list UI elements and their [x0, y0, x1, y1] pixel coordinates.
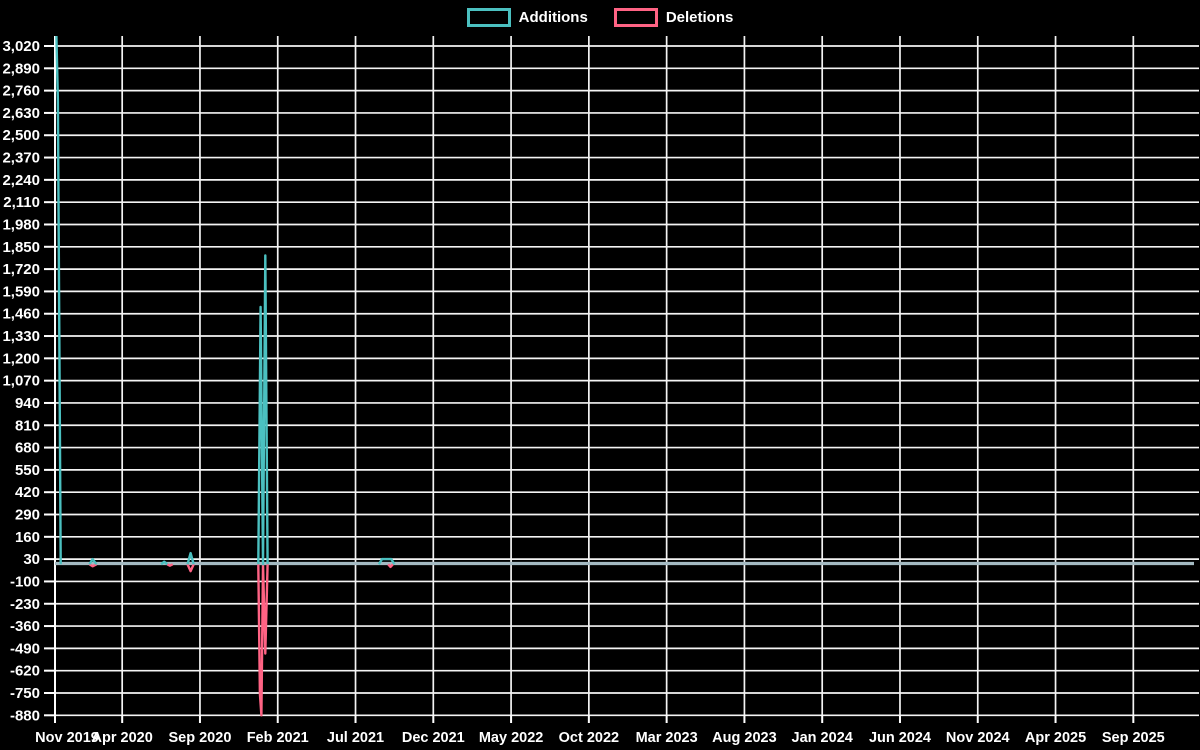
svg-text:May 2022: May 2022: [479, 730, 544, 746]
svg-text:Dec 2021: Dec 2021: [402, 730, 465, 746]
svg-text:-100: -100: [10, 573, 40, 590]
svg-text:-750: -750: [10, 685, 40, 702]
svg-text:Jun 2024: Jun 2024: [869, 730, 931, 746]
svg-text:Jan 2024: Jan 2024: [792, 730, 853, 746]
svg-text:940: 940: [15, 395, 40, 412]
chart-legend: Additions Deletions: [0, 8, 1200, 27]
svg-text:1,070: 1,070: [2, 373, 40, 390]
svg-text:2,110: 2,110: [3, 194, 40, 211]
svg-text:30: 30: [23, 551, 40, 568]
svg-text:-230: -230: [10, 596, 40, 613]
legend-item-additions[interactable]: Additions: [466, 8, 588, 27]
svg-text:Feb 2021: Feb 2021: [247, 730, 309, 746]
legend-swatch-additions: [466, 8, 511, 27]
svg-text:1,850: 1,850: [2, 239, 40, 256]
svg-text:2,760: 2,760: [2, 83, 40, 100]
svg-text:-360: -360: [10, 618, 40, 635]
svg-text:Aug 2023: Aug 2023: [712, 730, 776, 746]
svg-text:-880: -880: [10, 707, 40, 724]
svg-text:1,460: 1,460: [2, 306, 40, 323]
svg-text:1,980: 1,980: [2, 216, 40, 233]
legend-label-deletions: Deletions: [665, 9, 734, 26]
svg-text:Nov 2019: Nov 2019: [35, 730, 99, 746]
svg-text:1,200: 1,200: [2, 350, 40, 367]
legend-item-deletions[interactable]: Deletions: [613, 8, 734, 27]
svg-text:3,020: 3,020: [2, 38, 40, 55]
svg-text:Oct 2022: Oct 2022: [559, 730, 619, 746]
svg-text:Sep 2025: Sep 2025: [1102, 730, 1165, 746]
legend-swatch-deletions: [613, 8, 658, 27]
svg-text:420: 420: [15, 484, 40, 501]
svg-text:Apr 2020: Apr 2020: [92, 730, 153, 746]
svg-text:160: 160: [15, 529, 40, 546]
svg-text:290: 290: [15, 507, 40, 524]
svg-text:1,590: 1,590: [2, 283, 40, 300]
svg-text:810: 810: [15, 417, 40, 434]
svg-text:2,500: 2,500: [2, 127, 40, 144]
svg-text:Nov 2024: Nov 2024: [946, 730, 1010, 746]
svg-text:2,630: 2,630: [2, 105, 40, 122]
svg-text:-620: -620: [10, 663, 40, 680]
svg-text:Sep 2020: Sep 2020: [169, 730, 232, 746]
svg-text:Mar 2023: Mar 2023: [636, 730, 698, 746]
svg-text:Jul 2021: Jul 2021: [327, 730, 384, 746]
svg-text:2,240: 2,240: [2, 172, 40, 189]
svg-text:-490: -490: [10, 640, 40, 657]
svg-text:680: 680: [15, 440, 40, 457]
svg-text:1,330: 1,330: [2, 328, 40, 345]
svg-text:550: 550: [15, 462, 40, 479]
svg-text:1,720: 1,720: [2, 261, 40, 278]
legend-label-additions: Additions: [518, 9, 588, 26]
svg-text:Apr 2025: Apr 2025: [1025, 730, 1086, 746]
svg-text:2,370: 2,370: [2, 150, 40, 167]
svg-text:2,890: 2,890: [2, 60, 40, 77]
